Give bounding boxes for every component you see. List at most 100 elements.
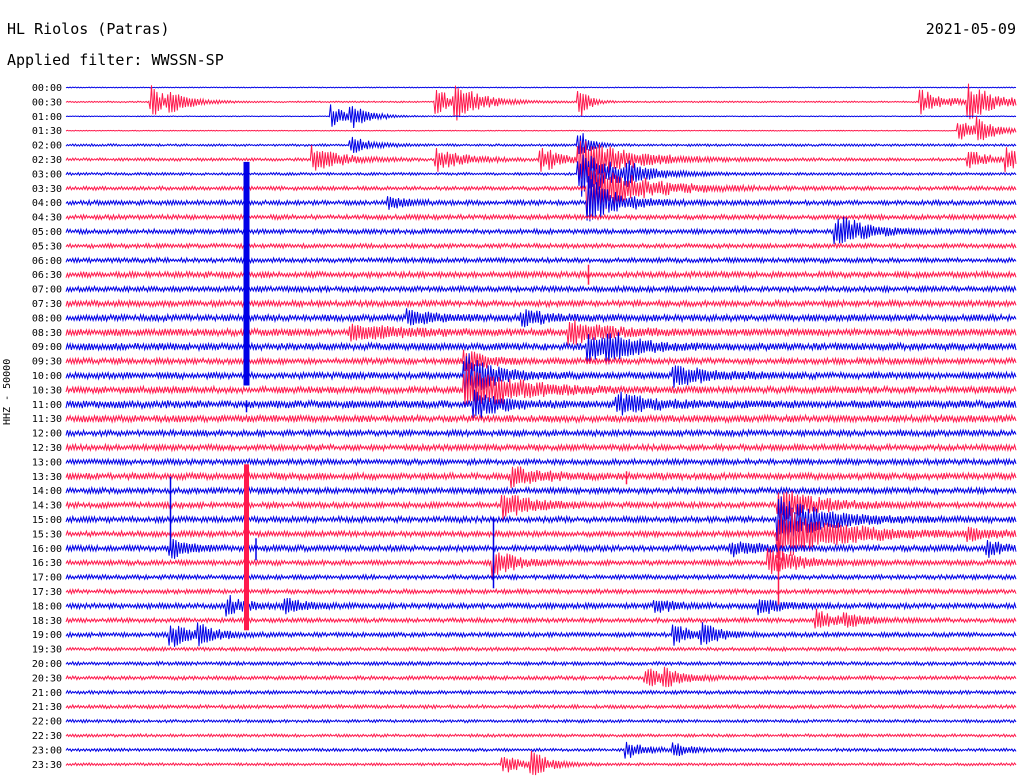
time-label-1900: 19:00 <box>32 630 62 641</box>
saturation-block-1 <box>244 464 249 631</box>
time-label-1430: 14:30 <box>32 501 62 512</box>
time-label-0730: 07:30 <box>32 299 62 310</box>
trace-1130 <box>65 413 1017 425</box>
trace-0930 <box>65 349 1017 372</box>
saturation-block-0 <box>243 161 250 386</box>
trace-2000 <box>65 660 1017 667</box>
time-label-2000: 20:00 <box>32 659 62 670</box>
trace-0230 <box>65 140 1017 184</box>
filter-label: Applied filter: WWSSN-SP <box>7 51 224 69</box>
trace-0330 <box>65 166 1017 219</box>
trace-2330 <box>65 750 1017 776</box>
time-label-0300: 03:00 <box>32 169 62 180</box>
trace-1530 <box>65 509 1017 562</box>
trace-1700 <box>65 573 1017 581</box>
trace-2200 <box>65 718 1017 724</box>
trace-0000 <box>65 86 1017 89</box>
time-label-2230: 22:30 <box>32 731 62 742</box>
time-label-0830: 08:30 <box>32 328 62 339</box>
time-label-1500: 15:00 <box>32 515 62 526</box>
time-label-0200: 02:00 <box>32 141 62 152</box>
trace-1900 <box>65 622 1017 647</box>
time-label-2200: 22:00 <box>32 717 62 728</box>
trace-1600 <box>65 538 1017 559</box>
trace-1200 <box>65 428 1017 439</box>
time-label-1700: 17:00 <box>32 573 62 584</box>
trace-0100 <box>65 104 1017 129</box>
time-label-0000: 00:00 <box>32 83 62 94</box>
time-label-0100: 01:00 <box>32 112 62 123</box>
time-label-1800: 18:00 <box>32 601 62 612</box>
trace-1300 <box>65 457 1017 467</box>
record-date: 2021-05-09 <box>925 20 1016 38</box>
trace-0530 <box>65 242 1017 250</box>
trace-0500 <box>65 216 1017 245</box>
time-label-2330: 23:30 <box>32 760 62 771</box>
trace-2300 <box>65 741 1017 759</box>
time-label-1000: 10:00 <box>32 371 62 382</box>
trace-1100 <box>65 389 1017 420</box>
trace-0600 <box>65 256 1017 265</box>
time-label-0700: 07:00 <box>32 285 62 296</box>
trace-2130 <box>65 703 1017 710</box>
trace-0430 <box>65 213 1017 222</box>
time-label-0900: 09:00 <box>32 342 62 353</box>
time-label-0800: 08:00 <box>32 313 62 324</box>
time-label-2300: 23:00 <box>32 745 62 756</box>
time-label-1930: 19:30 <box>32 645 62 656</box>
trace-0200 <box>65 133 1017 154</box>
time-label-0330: 03:30 <box>32 184 62 195</box>
time-label-0030: 00:30 <box>32 97 62 108</box>
time-label-1730: 17:30 <box>32 587 62 598</box>
time-label-0530: 05:30 <box>32 241 62 252</box>
trace-1800 <box>65 594 1017 617</box>
time-label-0600: 06:00 <box>32 256 62 267</box>
time-label-2100: 21:00 <box>32 688 62 699</box>
time-label-1330: 13:30 <box>32 472 62 483</box>
time-label-1600: 16:00 <box>32 544 62 555</box>
trace-0130 <box>65 116 1017 141</box>
time-label-1230: 12:30 <box>32 443 62 454</box>
trace-1630 <box>65 547 1017 579</box>
trace-1400 <box>65 485 1017 496</box>
trace-1930 <box>65 645 1017 653</box>
time-label-1630: 16:30 <box>32 558 62 569</box>
time-label-0500: 05:00 <box>32 227 62 238</box>
time-label-0630: 06:30 <box>32 270 62 281</box>
trace-2230 <box>65 732 1017 739</box>
trace-0900 <box>65 332 1017 365</box>
trace-0400 <box>65 176 1017 222</box>
time-label-0400: 04:00 <box>32 198 62 209</box>
trace-0030 <box>65 83 1017 121</box>
time-label-1100: 11:00 <box>32 400 62 411</box>
trace-0700 <box>65 284 1017 294</box>
time-label-0430: 04:30 <box>32 213 62 224</box>
station-title: HL Riolos (Patras) <box>7 20 170 38</box>
trace-1330 <box>65 466 1017 489</box>
time-label-1030: 10:30 <box>32 385 62 396</box>
time-label-1300: 13:00 <box>32 457 62 468</box>
time-label-1400: 14:00 <box>32 486 62 497</box>
time-label-1830: 18:30 <box>32 616 62 627</box>
time-label-1530: 15:30 <box>32 529 62 540</box>
trace-2030 <box>65 666 1017 688</box>
time-label-2130: 21:30 <box>32 702 62 713</box>
time-label-0230: 02:30 <box>32 155 62 166</box>
trace-1230 <box>65 442 1017 453</box>
trace-1430 <box>65 490 1017 521</box>
trace-2100 <box>65 689 1017 696</box>
trace-1000 <box>65 353 1017 400</box>
trace-1500 <box>65 496 1017 542</box>
trace-0630 <box>65 269 1017 280</box>
trace-1030 <box>65 363 1017 406</box>
trace-0730 <box>65 298 1017 309</box>
trace-0800 <box>65 308 1017 328</box>
time-label-0130: 01:30 <box>32 126 62 137</box>
trace-1730 <box>65 587 1017 596</box>
trace-0300 <box>65 154 1017 197</box>
trace-1830 <box>65 608 1017 629</box>
trace-0830 <box>65 319 1017 346</box>
time-label-1200: 12:00 <box>32 429 62 440</box>
time-label-2030: 20:30 <box>32 673 62 684</box>
